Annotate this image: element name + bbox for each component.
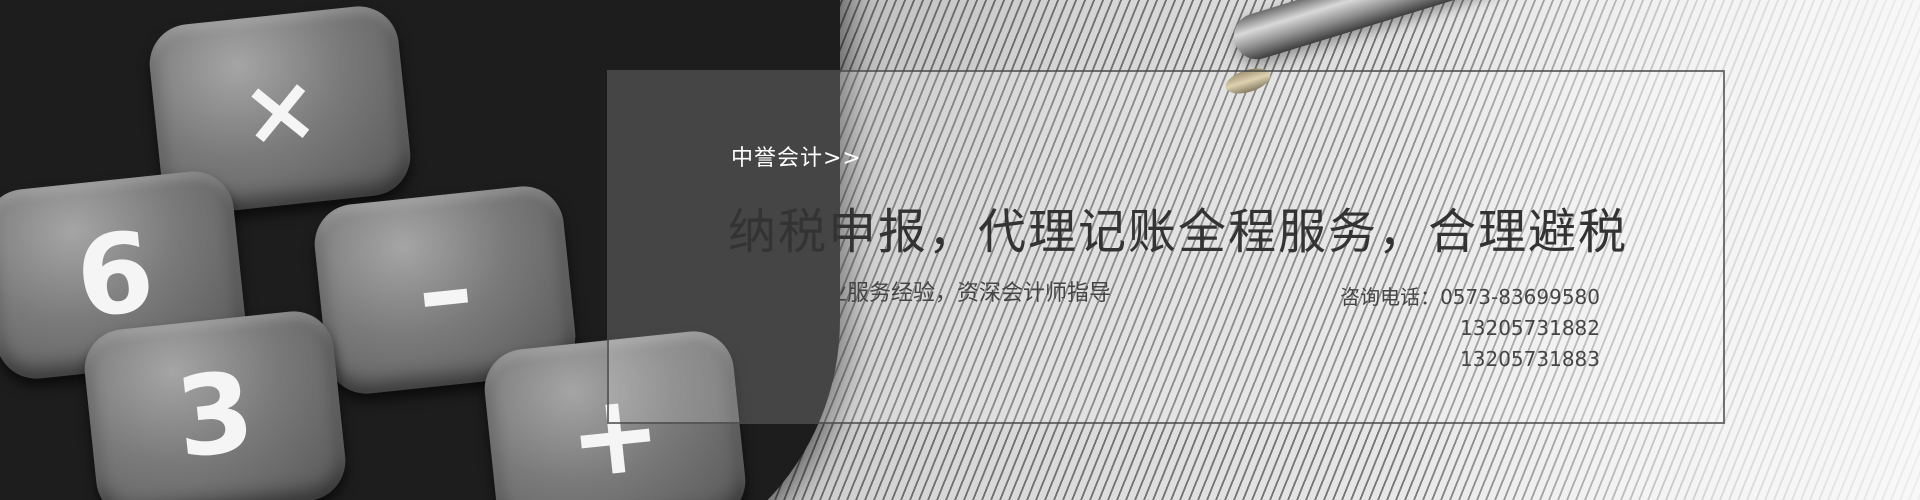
key-label-three: 3 [170, 347, 260, 483]
brand-link[interactable]: 中誉会计>> [731, 146, 862, 171]
calculator-key-three: 3 [80, 307, 350, 500]
key-label-multiply: × [236, 52, 324, 168]
key-label-six: 6 [70, 207, 160, 343]
paper-highlight [1400, 0, 1920, 500]
banner-headline: 纳税申报，代理记账全程服务，合理避税 [728, 204, 1629, 260]
calculator-image: × 6 – 3 + [0, 0, 840, 500]
contact-phone: 咨询电话：0573-83699580 [1340, 285, 1600, 309]
contact-mobile-1: 13205731882 [1460, 316, 1600, 340]
banner-subline: 3000家企业服务经验，资深会计师指导 [725, 281, 1111, 306]
contact-info: 咨询电话：0573-83699580 13205731882 132057318… [1340, 282, 1600, 375]
contact-mobile-2: 13205731883 [1460, 347, 1600, 371]
key-label-minus: – [410, 223, 480, 357]
glass-info-panel [607, 70, 1725, 424]
